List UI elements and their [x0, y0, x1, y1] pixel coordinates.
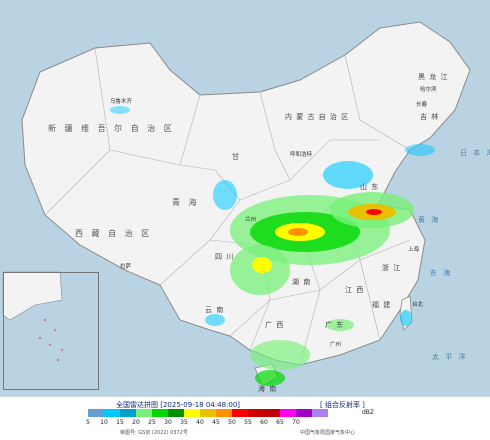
label-sea-of-japan: 日 本 海	[460, 149, 490, 157]
echo-northeast	[405, 144, 435, 156]
city-taipei: 台北	[412, 302, 424, 308]
echo-east-core	[366, 209, 382, 215]
label-heilongjiang: 黑 龙 江	[418, 73, 449, 81]
label-xinjiang: 新 疆 维 吾 尔 自 治 区	[48, 124, 175, 133]
radar-echoes	[110, 106, 435, 386]
legend-swatch	[296, 409, 312, 417]
label-xizang: 西 藏 自 治 区	[75, 229, 153, 238]
legend-title: 全国雷达拼图 [2025-09-18 04:48:00]	[116, 401, 241, 409]
legend-swatch	[248, 409, 264, 417]
legend-tick-label: 30	[164, 419, 172, 426]
label-guangdong: 广 东	[325, 321, 345, 329]
legend-tick-label: 60	[260, 419, 268, 426]
legend-color-bar	[88, 409, 328, 417]
legend-swatch	[120, 409, 136, 417]
legend-tick-label: 20	[132, 419, 140, 426]
city-urumqi: 乌鲁木齐	[110, 99, 133, 105]
legend-swatch	[312, 409, 328, 417]
label-yunnan: 云 南	[205, 306, 225, 314]
city-lanzhou: 兰州	[245, 217, 257, 223]
legend-tick-label: 70	[292, 419, 300, 426]
south-china-sea-inset	[3, 272, 99, 390]
legend-swatch	[168, 409, 184, 417]
legend-swatch	[200, 409, 216, 417]
legend-product: [ 组合反射率 ]	[320, 401, 365, 409]
label-east-sea: 东 海	[430, 269, 453, 277]
echo-yunnan	[205, 314, 225, 326]
legend-swatch	[232, 409, 248, 417]
legend-tick-label: 50	[228, 419, 236, 426]
label-pacific: 太 平 洋	[432, 353, 468, 361]
label-gansu: 甘	[232, 153, 240, 161]
city-changchun: 长春	[416, 102, 428, 108]
inset-islands	[38, 318, 64, 362]
legend-tick-label: 5	[86, 419, 90, 426]
label-yellow-sea: 黄 海	[418, 216, 441, 224]
data-source: 中国气象局国家气象中心	[300, 430, 356, 436]
echo-xinjiang	[110, 106, 130, 114]
label-hunan: 湖 南	[292, 278, 312, 286]
label-zhejiang: 浙 江	[382, 264, 402, 272]
legend-swatch	[184, 409, 200, 417]
echo-hainan	[255, 370, 285, 386]
legend-swatch	[136, 409, 152, 417]
map-approval-number: 审图号: GS京 (2022) 0372号	[120, 430, 188, 436]
legend-tick-label: 65	[276, 419, 284, 426]
echo-south-light	[250, 340, 310, 370]
radar-map	[2, 21, 471, 387]
echo-taiwan	[400, 310, 412, 326]
legend-ticks: 5 10 15 20 25 30 35 40 45 50 55 60 65 70	[80, 419, 304, 426]
legend-tick-label: 35	[180, 419, 188, 426]
legend-unit: dBZ	[362, 409, 375, 416]
echo-central-core	[288, 228, 308, 236]
label-qinghai: 青 海	[172, 198, 200, 207]
label-guangxi: 广 西	[265, 321, 285, 329]
label-shandong: 山 东	[360, 183, 380, 191]
legend-swatch	[88, 409, 104, 417]
legend-tick-label: 55	[244, 419, 252, 426]
legend-tick-label: 10	[100, 419, 108, 426]
city-harbin: 哈尔滨	[420, 87, 437, 93]
legend-swatch	[104, 409, 120, 417]
legend-tick-label: 15	[116, 419, 124, 426]
label-jilin: 吉 林	[420, 113, 440, 121]
echo-guangdong	[326, 319, 354, 331]
label-neimenggu: 内 蒙 古 自 治 区	[285, 113, 350, 121]
legend-tick-label: 25	[148, 419, 156, 426]
legend-swatch	[280, 409, 296, 417]
legend-swatch	[216, 409, 232, 417]
city-hohhot: 呼和浩特	[290, 152, 313, 158]
echo-north-light	[323, 161, 373, 189]
legend-swatch	[152, 409, 168, 417]
label-jiangxi: 江 西	[345, 286, 365, 294]
legend-panel: 全国雷达拼图 [2025-09-18 04:48:00] [ 组合反射率 ] d…	[0, 396, 490, 440]
label-fujian: 福 建	[372, 301, 392, 309]
china-landmass	[21, 21, 471, 366]
legend-swatch	[264, 409, 280, 417]
city-lhasa: 拉萨	[120, 264, 132, 270]
echo-west-scatter	[213, 180, 237, 210]
legend-tick-label: 45	[212, 419, 220, 426]
city-shanghai: 上海	[408, 247, 420, 253]
city-guangzhou: 广州	[330, 342, 342, 348]
label-hainan: 海 南	[258, 385, 278, 393]
label-sichuan: 四 川	[215, 253, 235, 261]
legend-tick-label: 40	[196, 419, 204, 426]
echo-sw-mid	[252, 257, 272, 273]
